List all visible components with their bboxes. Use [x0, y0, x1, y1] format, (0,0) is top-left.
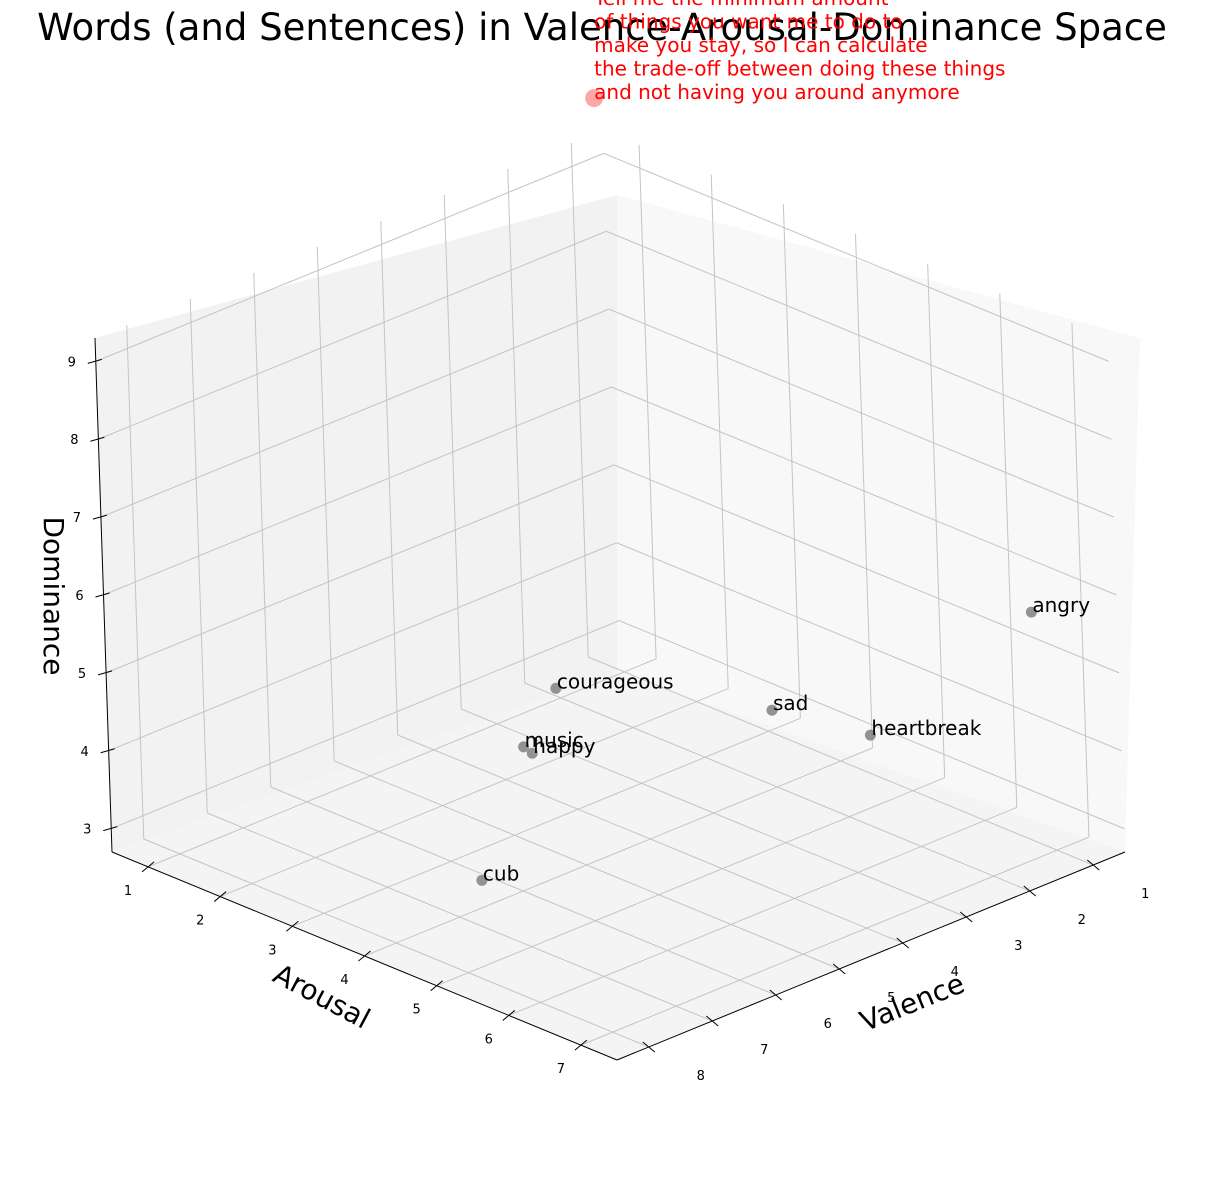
grid-line — [98, 230, 607, 440]
grid-line — [608, 308, 1115, 518]
grid-line — [603, 152, 1109, 362]
x-tick-label: 5 — [887, 991, 895, 1006]
grid-line — [436, 777, 945, 987]
data-point-label: music — [525, 728, 584, 752]
sentence-point-label: Tell me the minimum amountof things you … — [593, 0, 1005, 104]
data-point — [518, 741, 530, 753]
z-tick — [92, 514, 108, 520]
sentence-point — [585, 89, 604, 108]
data-point — [864, 729, 876, 741]
grid-line — [108, 542, 617, 752]
chart-title: Words (and Sentences) in Valence-Arousal… — [37, 6, 1167, 49]
z-tick-label: 9 — [68, 355, 76, 370]
y-tick — [574, 1039, 588, 1051]
x-tick-label: 7 — [760, 1043, 768, 1058]
data-point-label: courageous — [557, 669, 674, 693]
floor-pane — [112, 672, 1125, 1060]
data-point — [526, 747, 538, 759]
sentence-point-group: Tell me the minimum amountof things you … — [585, 0, 1005, 108]
grid-line — [292, 717, 801, 927]
x-tick-label: 2 — [1078, 913, 1086, 928]
tick-labels: 1 2 3 4 5 6 7 8 1 2 3 4 5 6 7 3 4 5 6 7 8 9 — [68, 355, 1150, 1084]
data-point-label: cub — [483, 861, 519, 885]
x-tick — [1023, 885, 1037, 897]
grid-line — [611, 386, 1117, 596]
y-tick — [213, 891, 227, 902]
x-axis-label: Valence — [855, 967, 969, 1039]
z-tick — [95, 592, 110, 598]
x-tick-label: 8 — [697, 1069, 705, 1084]
grid-lines — [95, 142, 1125, 1048]
z-tick — [100, 748, 115, 754]
z-tick-label: 7 — [73, 511, 81, 526]
data-point — [766, 704, 778, 716]
y-tick-label: 2 — [196, 914, 204, 929]
data-point-label: heartbreak — [871, 716, 981, 740]
x-tick — [642, 1041, 656, 1053]
data-point — [1025, 606, 1037, 618]
x-tick-label: 1 — [1141, 887, 1149, 902]
grid-line — [147, 658, 657, 868]
y-tick-label: 3 — [268, 943, 276, 958]
x-tick — [769, 989, 783, 1001]
x-tick — [705, 1015, 719, 1027]
grid-line — [619, 620, 1125, 830]
x-tick-label: 4 — [951, 965, 959, 980]
grid-line — [364, 747, 873, 957]
grid-line — [508, 806, 1017, 1016]
z-tick-label: 4 — [81, 745, 89, 760]
z-tick — [97, 670, 113, 676]
y-tick-label: 5 — [413, 1003, 421, 1018]
grid-line — [616, 542, 1122, 752]
grid-line — [103, 386, 612, 596]
x-axis-line — [616, 851, 1126, 1061]
z-tick-label: 3 — [83, 823, 91, 838]
y-tick-label: 4 — [340, 973, 348, 988]
y-tick — [502, 1010, 516, 1021]
data-point-label: angry — [1032, 593, 1090, 617]
data-point-label: happy — [533, 734, 595, 758]
z-tick-label: 8 — [70, 433, 78, 448]
z-tick — [87, 358, 102, 364]
y-tick — [141, 861, 155, 873]
grid-line — [606, 230, 1112, 440]
y-tick — [358, 950, 371, 962]
grid-line — [95, 152, 604, 362]
data-point — [476, 874, 488, 886]
z-tick — [103, 826, 118, 832]
z-tick — [90, 436, 105, 442]
x-tick — [896, 937, 910, 949]
x-tick — [1086, 859, 1100, 871]
x-tick-label: 3 — [1014, 939, 1022, 954]
y-axis-label: Arousal — [268, 957, 376, 1035]
z-axis-label: Dominance — [37, 516, 70, 675]
y-tick-label: 7 — [557, 1062, 565, 1077]
grid-line — [220, 688, 729, 898]
axes — [87, 337, 1126, 1061]
y-tick — [430, 980, 443, 992]
data-point — [550, 682, 562, 694]
y-tick-label: 1 — [124, 884, 132, 899]
x-tick — [832, 963, 846, 975]
x-tick-label: 6 — [824, 1017, 832, 1032]
y-tick — [286, 920, 299, 932]
right-back-pane — [617, 195, 1140, 852]
grid-line — [613, 464, 1120, 674]
data-point-label: sad — [773, 691, 808, 715]
x-tick — [959, 911, 973, 923]
grid-line — [111, 620, 620, 830]
grid-line — [100, 308, 610, 518]
z-tick-label: 5 — [78, 667, 86, 682]
grid-line — [580, 836, 1090, 1046]
grid-line — [105, 464, 615, 674]
y-tick-label: 6 — [485, 1032, 493, 1047]
z-tick-label: 6 — [75, 589, 83, 604]
